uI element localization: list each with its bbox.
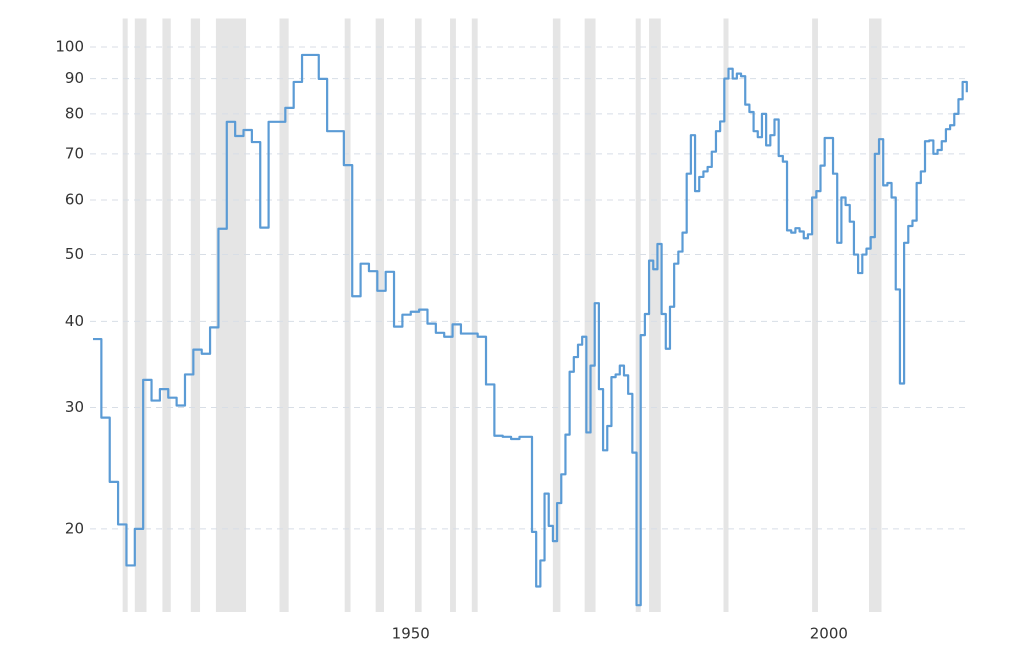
recession-band: [122, 18, 128, 612]
recession-band: [584, 18, 596, 612]
y-tick-label: 90: [65, 69, 84, 87]
y-tick-label: 20: [65, 519, 84, 537]
recession-band: [134, 18, 147, 612]
recession-band: [450, 18, 456, 612]
recession-band: [812, 18, 818, 612]
grid-layer: [90, 46, 965, 530]
recession-band: [162, 18, 171, 612]
recession-band: [344, 18, 351, 612]
y-tick-label: 80: [65, 104, 84, 122]
line-layer: [93, 53, 968, 607]
recession-band: [723, 18, 729, 612]
y-tick-label: 40: [65, 312, 84, 330]
y-tick-label: 100: [55, 38, 84, 56]
recession-band: [471, 18, 478, 612]
recession-band: [279, 18, 289, 612]
x-tick-label: 1950: [392, 625, 430, 643]
y-tick-label: 70: [65, 144, 84, 162]
recession-band: [375, 18, 384, 612]
recession-band: [552, 18, 561, 612]
recession-band: [868, 18, 882, 612]
recession-band: [215, 18, 247, 612]
data-line: [93, 53, 968, 607]
recession-band: [414, 18, 422, 612]
x-tick-label: 2000: [810, 625, 848, 643]
recession-band: [635, 18, 641, 612]
recession-band: [649, 18, 661, 612]
y-tick-label: 60: [65, 190, 84, 208]
y-tick-label: 50: [65, 245, 84, 263]
shading-layer: [122, 18, 882, 612]
label-layer: 20 30 40 50 60 70 80 90 100 1950 2000: [55, 38, 848, 643]
recession-band: [190, 18, 201, 612]
y-tick-label: 30: [65, 398, 84, 416]
